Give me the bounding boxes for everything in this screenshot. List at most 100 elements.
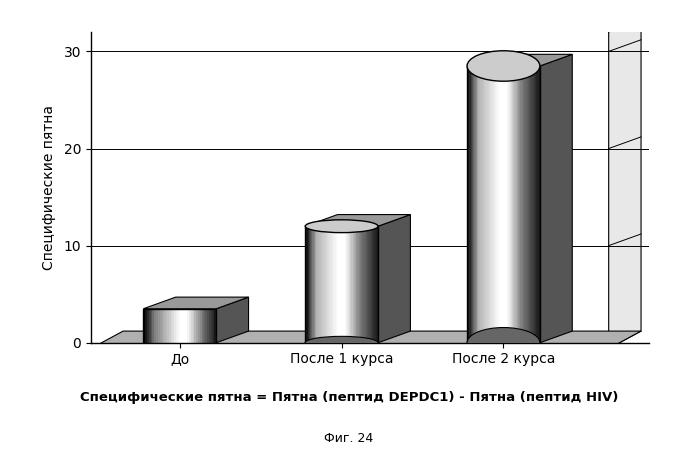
- Bar: [501, 66, 503, 343]
- Bar: [311, 226, 313, 343]
- Bar: [315, 226, 316, 343]
- Bar: [534, 66, 535, 343]
- Bar: [209, 309, 211, 343]
- Bar: [184, 309, 185, 343]
- Bar: [309, 226, 310, 343]
- Bar: [523, 66, 524, 343]
- Bar: [473, 66, 475, 343]
- Polygon shape: [540, 54, 572, 343]
- Bar: [535, 66, 536, 343]
- Bar: [508, 66, 510, 343]
- Bar: [308, 226, 309, 343]
- Ellipse shape: [467, 51, 540, 81]
- Bar: [333, 226, 334, 343]
- Bar: [491, 66, 493, 343]
- Bar: [529, 66, 530, 343]
- Bar: [322, 226, 323, 343]
- Bar: [198, 309, 200, 343]
- Bar: [496, 66, 498, 343]
- Bar: [516, 66, 517, 343]
- Bar: [305, 226, 306, 343]
- Bar: [169, 309, 170, 343]
- Bar: [313, 226, 315, 343]
- Bar: [336, 226, 338, 343]
- Bar: [305, 226, 378, 343]
- Bar: [316, 226, 318, 343]
- Bar: [338, 226, 339, 343]
- Polygon shape: [378, 215, 410, 343]
- Bar: [356, 226, 357, 343]
- Bar: [489, 66, 490, 343]
- Bar: [211, 309, 212, 343]
- Bar: [326, 226, 327, 343]
- Bar: [518, 66, 519, 343]
- Bar: [214, 309, 216, 343]
- Bar: [181, 309, 184, 343]
- Bar: [517, 66, 518, 343]
- Bar: [202, 309, 203, 343]
- Bar: [369, 226, 371, 343]
- Bar: [332, 226, 333, 343]
- Bar: [514, 66, 516, 343]
- Polygon shape: [305, 215, 410, 226]
- Bar: [500, 66, 501, 343]
- Bar: [371, 226, 372, 343]
- Bar: [191, 309, 193, 343]
- Bar: [306, 226, 308, 343]
- Bar: [343, 226, 344, 343]
- Bar: [145, 309, 147, 343]
- Bar: [364, 226, 366, 343]
- Bar: [366, 226, 367, 343]
- Bar: [531, 66, 533, 343]
- Bar: [355, 226, 356, 343]
- Bar: [189, 309, 191, 343]
- Bar: [533, 66, 534, 343]
- Bar: [325, 226, 326, 343]
- Bar: [524, 66, 526, 343]
- Bar: [167, 309, 169, 343]
- Bar: [327, 226, 328, 343]
- Text: Специфические пятна = Пятна (пептид DEPDC1) - Пятна (пептид HIV): Специфические пятна = Пятна (пептид DEPD…: [80, 391, 618, 404]
- Bar: [160, 309, 161, 343]
- Bar: [537, 66, 539, 343]
- Bar: [477, 66, 478, 343]
- Bar: [152, 309, 154, 343]
- Bar: [526, 66, 528, 343]
- Bar: [503, 66, 505, 343]
- Bar: [536, 66, 537, 343]
- Bar: [341, 226, 343, 343]
- Bar: [493, 66, 495, 343]
- Polygon shape: [467, 54, 572, 66]
- Bar: [367, 226, 369, 343]
- Bar: [539, 66, 540, 343]
- Bar: [513, 66, 514, 343]
- Bar: [372, 226, 373, 343]
- Bar: [350, 226, 351, 343]
- Ellipse shape: [305, 220, 378, 233]
- Bar: [323, 226, 325, 343]
- Bar: [321, 226, 322, 343]
- Bar: [194, 309, 196, 343]
- Bar: [484, 66, 485, 343]
- Bar: [349, 226, 350, 343]
- Bar: [467, 66, 468, 343]
- Bar: [480, 66, 482, 343]
- Bar: [151, 309, 152, 343]
- Bar: [346, 226, 348, 343]
- Bar: [203, 309, 205, 343]
- Bar: [490, 66, 491, 343]
- Bar: [176, 309, 178, 343]
- Bar: [475, 66, 477, 343]
- Bar: [519, 66, 521, 343]
- Bar: [344, 226, 346, 343]
- Bar: [354, 226, 355, 343]
- Bar: [348, 226, 349, 343]
- Bar: [361, 226, 362, 343]
- Bar: [352, 226, 354, 343]
- Bar: [482, 66, 483, 343]
- Ellipse shape: [305, 336, 378, 349]
- Bar: [472, 66, 473, 343]
- Bar: [360, 226, 361, 343]
- Bar: [373, 226, 374, 343]
- Bar: [374, 226, 376, 343]
